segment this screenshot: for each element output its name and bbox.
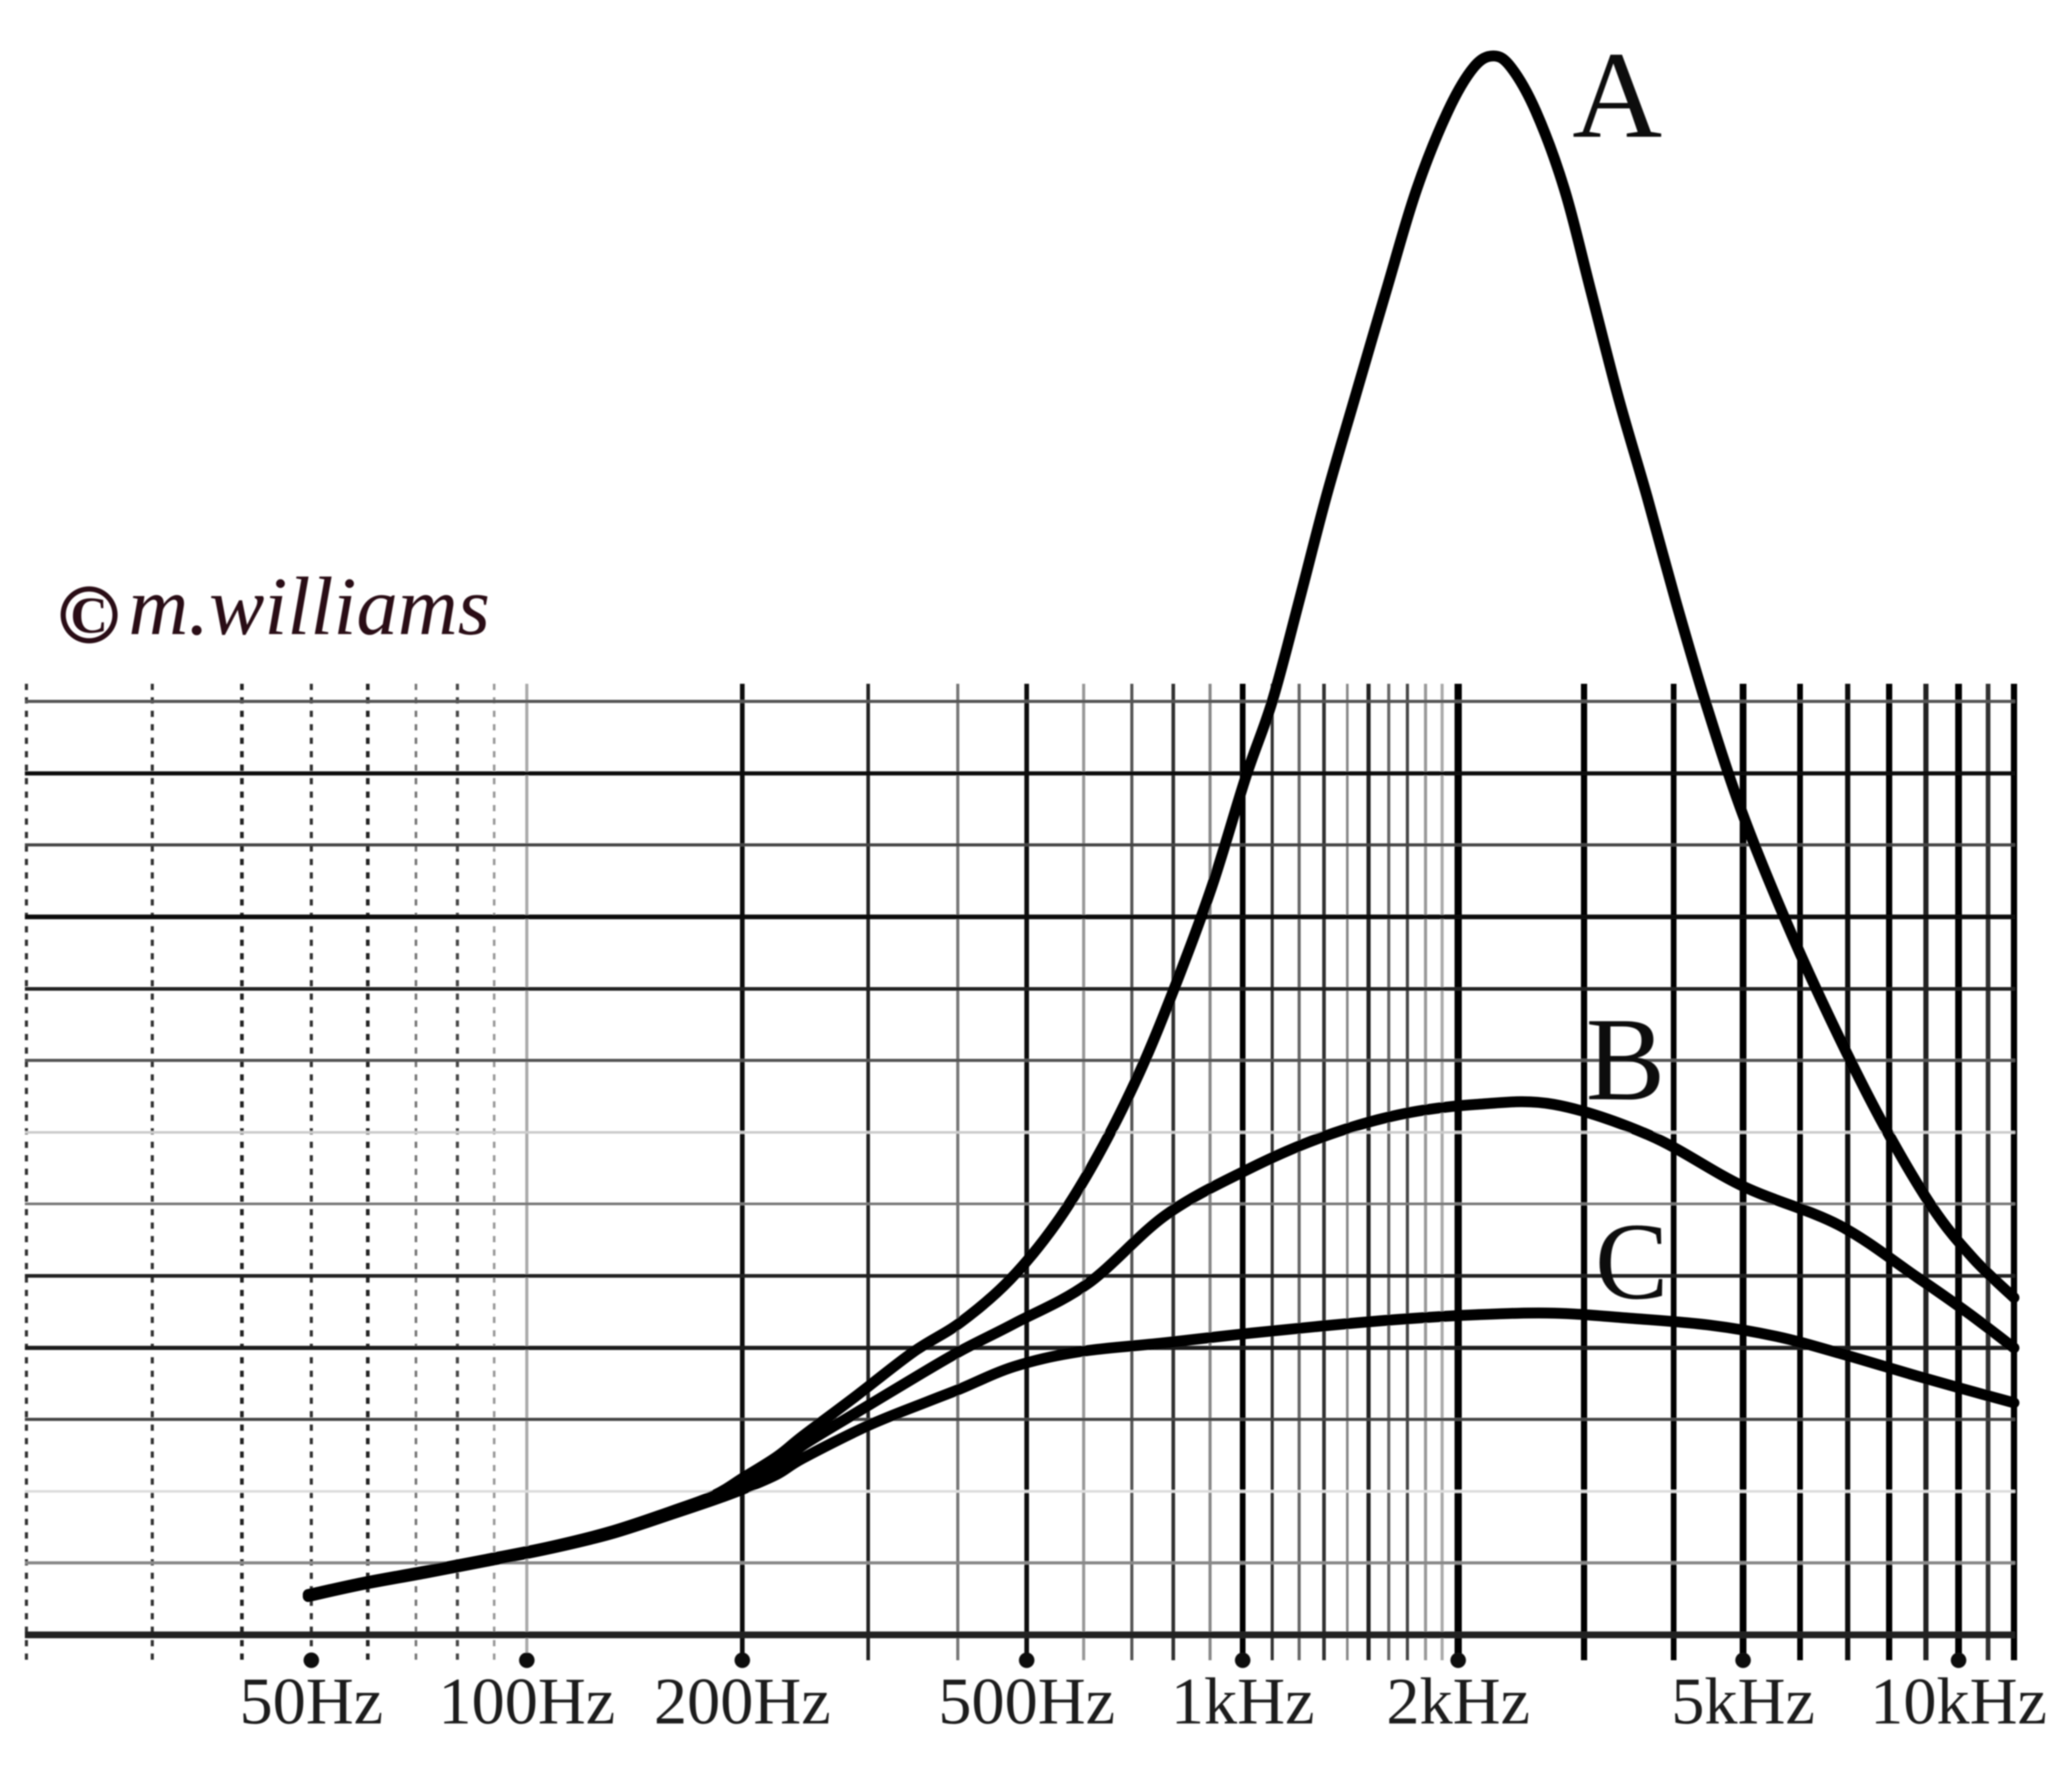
svg-text:1kHz: 1kHz bbox=[1171, 1664, 1314, 1738]
svg-text:50Hz: 50Hz bbox=[239, 1664, 383, 1738]
svg-text:m.williams: m.williams bbox=[128, 560, 490, 652]
svg-text:100Hz: 100Hz bbox=[438, 1664, 615, 1738]
svg-text:B: B bbox=[1586, 993, 1665, 1125]
svg-text:500Hz: 500Hz bbox=[938, 1664, 1115, 1738]
svg-text:A: A bbox=[1572, 26, 1662, 164]
svg-text:C: C bbox=[1595, 1200, 1668, 1322]
svg-text:200Hz: 200Hz bbox=[654, 1664, 830, 1738]
svg-text:2kHz: 2kHz bbox=[1386, 1664, 1530, 1738]
svg-text:10kHz: 10kHz bbox=[1870, 1664, 2047, 1738]
svg-text:C: C bbox=[70, 586, 108, 644]
svg-text:5kHz: 5kHz bbox=[1671, 1664, 1815, 1738]
